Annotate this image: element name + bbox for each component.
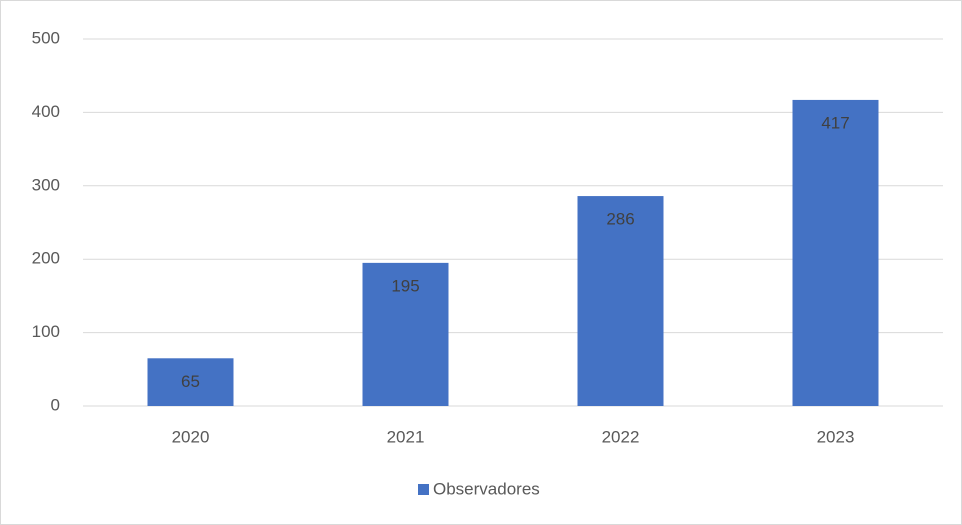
y-tick-label: 200 [32,249,60,268]
data-label: 417 [821,113,849,132]
y-tick-label: 300 [32,175,60,194]
bar [362,262,449,406]
y-tick-label: 500 [32,28,60,47]
x-tick-label: 2022 [602,427,640,446]
legend-swatch [418,484,429,495]
x-tick-label: 2021 [387,427,425,446]
x-tick-label: 2020 [172,427,210,446]
data-label: 195 [391,276,419,295]
y-tick-label: 400 [32,102,60,121]
data-label: 286 [606,210,634,229]
bar [792,99,879,406]
y-tick-label: 0 [51,395,60,414]
data-label: 65 [181,372,200,391]
bar [147,358,234,406]
bar [577,196,664,406]
x-tick-label: 2023 [817,427,855,446]
y-tick-label: 100 [32,322,60,341]
legend-label: Observadores [433,479,540,498]
